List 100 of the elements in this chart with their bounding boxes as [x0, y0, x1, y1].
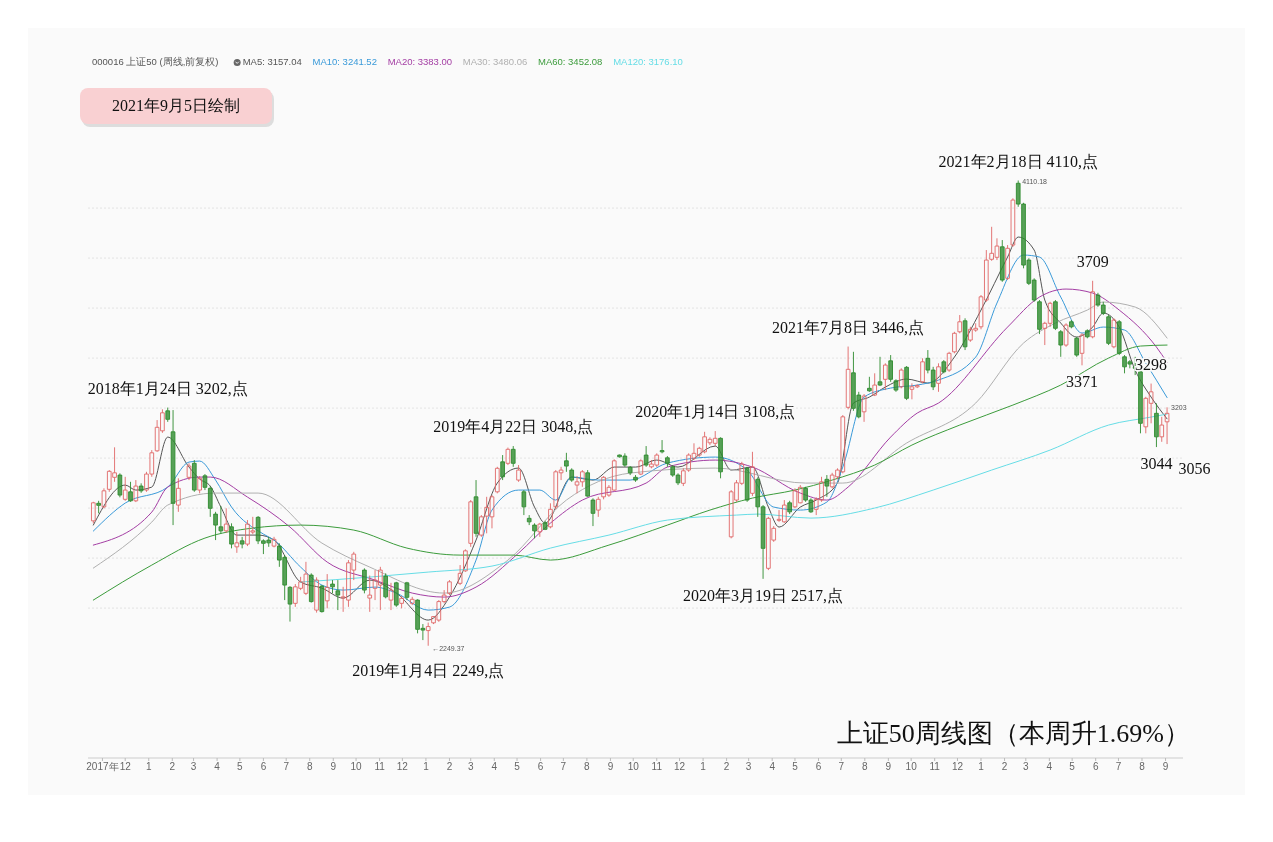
candlestick — [1111, 317, 1117, 349]
candlestick — [505, 447, 511, 466]
candlestick — [117, 472, 123, 498]
text: MA5: 3157.04 — [242, 56, 302, 67]
text: MA10: 3241.52 — [312, 56, 377, 67]
candlestick — [308, 572, 314, 604]
candlestick — [101, 487, 107, 509]
candlestick — [1154, 402, 1159, 448]
candlestick — [516, 464, 521, 483]
candlestick — [510, 445, 516, 468]
candlestick — [920, 357, 925, 384]
x-tick-label: 12 — [119, 761, 132, 772]
x-tick-label: 8 — [584, 761, 591, 772]
candlestick — [1116, 319, 1122, 356]
candlestick — [893, 378, 899, 393]
x-tick-label: 12 — [396, 761, 409, 772]
candlestick — [872, 372, 878, 397]
candlestick — [229, 522, 234, 549]
candlestick — [1037, 299, 1042, 335]
x-tick-label: 2 — [1001, 761, 1008, 772]
candlestick — [362, 567, 367, 594]
candlestick — [1079, 332, 1085, 366]
text: MA20: 3383.00 — [387, 56, 453, 67]
x-tick-label: 2 — [723, 761, 730, 772]
x-tick-label: 10 — [350, 761, 363, 772]
candlestick — [170, 409, 176, 526]
x-tick-label: 2017年 — [86, 761, 119, 772]
x-tick-label: 6 — [1092, 761, 1099, 772]
candlestick — [946, 351, 952, 373]
candlestick — [218, 505, 224, 534]
x-tick-label: 7 — [838, 761, 845, 772]
candlestick — [845, 346, 851, 410]
x-tick-label: 8 — [306, 761, 313, 772]
candlestick — [404, 581, 410, 601]
x-tick-label: 3 — [745, 761, 752, 772]
x-tick-label: 9 — [330, 761, 337, 772]
candlestick — [659, 439, 665, 454]
candlestick — [1164, 406, 1170, 445]
candlestick — [542, 520, 548, 531]
x-tick-label: 1 — [978, 761, 985, 772]
candlestick — [952, 331, 957, 354]
candlestick — [138, 482, 144, 494]
candlestick — [1074, 336, 1079, 358]
candlestick — [1085, 328, 1090, 339]
candlestick — [367, 575, 373, 613]
candlestick — [319, 584, 325, 614]
candlestick — [192, 459, 197, 493]
x-tick-label: 6 — [815, 761, 822, 772]
candlestick — [877, 356, 883, 387]
candlestick — [936, 362, 941, 393]
text: MA120: 3176.10 — [613, 56, 683, 67]
candlestick — [957, 314, 963, 334]
x-tick-label: 10 — [905, 761, 918, 772]
x-tick-label: 5 — [792, 761, 799, 772]
chart-subtitle: 000016 上证50 (周线,前复权) — [92, 56, 219, 67]
candlestick — [287, 585, 293, 623]
x-tick-label: 6 — [260, 761, 267, 772]
x-tick-label: 1 — [700, 761, 707, 772]
candlestick — [718, 436, 723, 479]
x-tick-label: 7 — [1115, 761, 1122, 772]
x-tick-label: 1 — [423, 761, 430, 772]
candlestick — [744, 466, 750, 503]
x-tick-label: 1 — [145, 761, 152, 772]
annotation: 3044 — [1140, 455, 1173, 473]
candlestick — [883, 362, 888, 391]
candlestick — [867, 376, 872, 393]
candlestick — [234, 531, 240, 554]
candlestick — [904, 365, 909, 401]
x-tick-label: 8 — [1139, 761, 1146, 772]
candlestick — [176, 477, 181, 513]
candlestick — [941, 359, 947, 374]
x-tick-label: 11 — [374, 761, 386, 772]
candlestick — [1010, 197, 1016, 248]
candlestick — [271, 536, 277, 548]
candlestick — [1005, 244, 1010, 281]
candlestick — [388, 582, 394, 611]
text: MA30: 3480.06 — [462, 56, 528, 67]
candlestick — [595, 496, 601, 518]
candlestick — [585, 469, 590, 498]
candlestick — [633, 474, 638, 483]
candlestick — [590, 497, 596, 527]
candlestick — [399, 595, 404, 609]
candlestick — [223, 507, 229, 534]
candlestick — [643, 445, 649, 468]
candlestick — [207, 485, 213, 518]
annotation: 2021年2月18日 4110,点 — [938, 152, 1098, 170]
candlestick — [564, 452, 569, 473]
candlestick — [787, 500, 792, 515]
x-tick-label: 10 — [627, 761, 640, 772]
candlestick — [526, 514, 532, 526]
candlestick — [537, 522, 543, 538]
candlestick — [447, 579, 452, 596]
x-tick-label: 11 — [929, 761, 941, 772]
candlestick — [133, 479, 139, 503]
annotation: 2019年4月22日 3048,点 — [433, 418, 594, 436]
candlestick — [314, 576, 319, 614]
candlestick — [330, 579, 335, 594]
x-tick-label: 12 — [673, 761, 686, 772]
x-tick-label: 6 — [537, 761, 544, 772]
candlestick — [898, 367, 904, 389]
